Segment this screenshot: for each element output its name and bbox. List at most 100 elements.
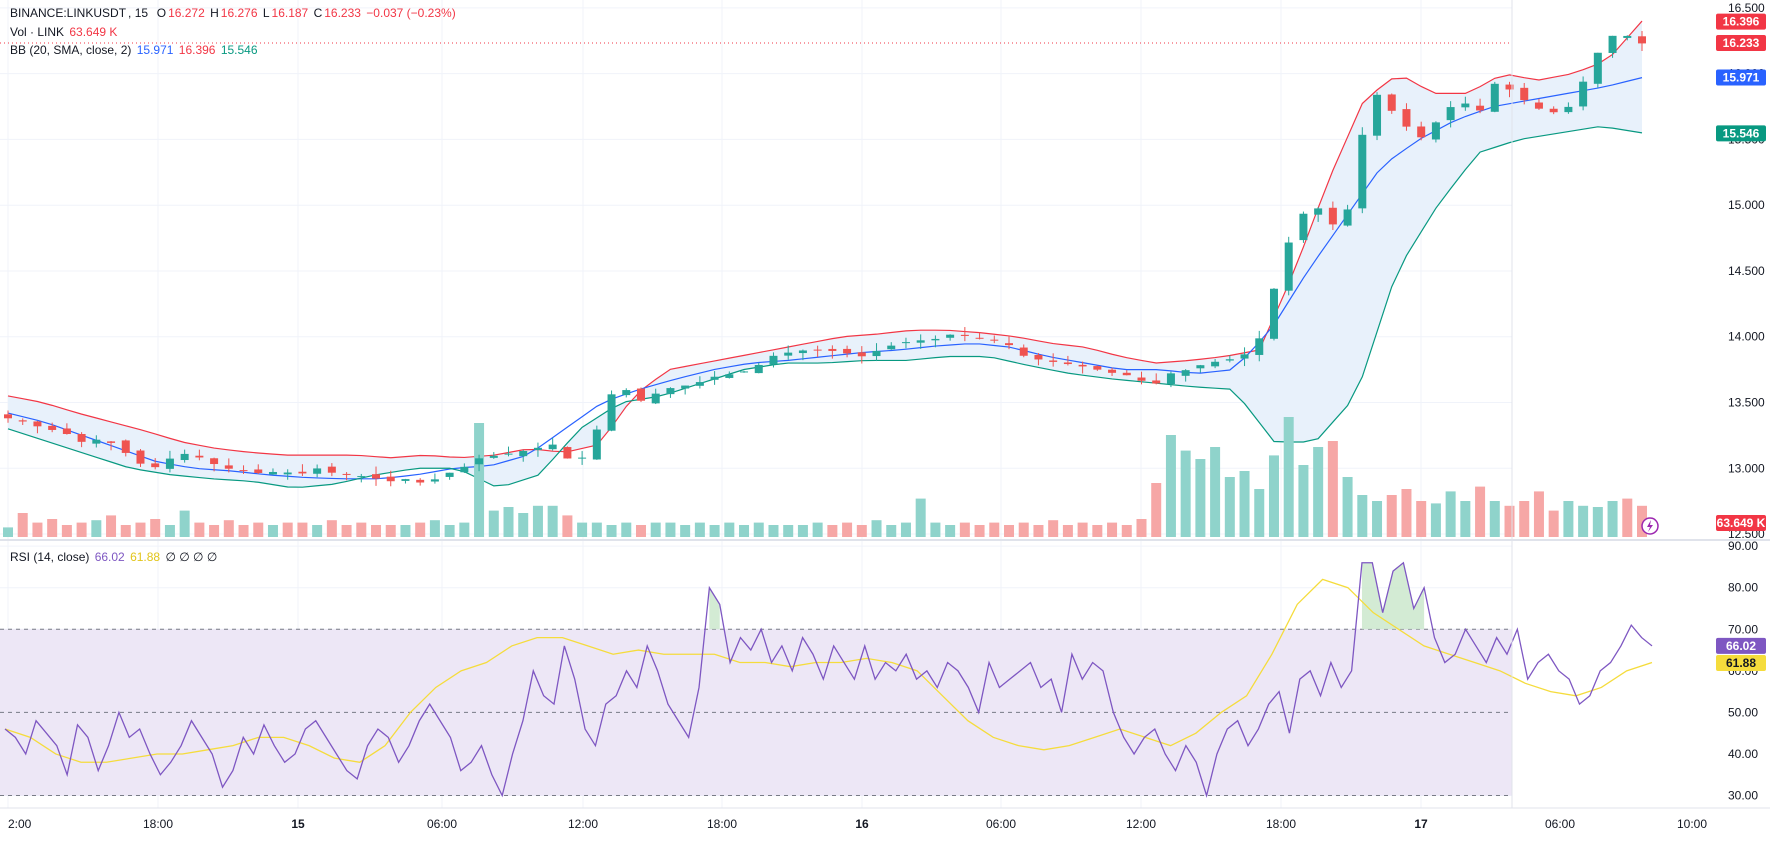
candle-body[interactable] (1417, 126, 1426, 138)
candle-body[interactable] (1225, 359, 1234, 361)
candle-body[interactable] (1358, 134, 1367, 209)
candle-body[interactable] (901, 342, 910, 344)
candle-body[interactable] (887, 345, 896, 350)
candle-body[interactable] (1314, 208, 1323, 215)
candle-body[interactable] (533, 447, 542, 450)
candle-body[interactable] (1284, 242, 1293, 291)
candle-body[interactable] (386, 476, 395, 482)
candle-body[interactable] (416, 479, 425, 483)
candle-body[interactable] (769, 355, 778, 365)
candle-body[interactable] (843, 348, 852, 354)
candle-body[interactable] (622, 390, 631, 396)
candle-body[interactable] (1446, 107, 1455, 121)
rsi-line[interactable] (4, 561, 1653, 798)
candle-body[interactable] (1343, 209, 1352, 226)
candle-body[interactable] (107, 441, 116, 443)
candle-body[interactable] (1269, 288, 1278, 339)
candle-body[interactable] (1579, 81, 1588, 107)
bb-lower-line[interactable] (7, 126, 1643, 488)
candle-body[interactable] (342, 473, 351, 475)
candle-body[interactable] (916, 340, 925, 343)
candle-body[interactable] (327, 466, 336, 473)
candle-body[interactable] (224, 465, 233, 469)
candle-body[interactable] (754, 365, 763, 374)
candle-body[interactable] (372, 474, 381, 479)
candle-body[interactable] (489, 455, 498, 458)
candle-body[interactable] (636, 388, 645, 401)
candle-body[interactable] (92, 439, 101, 444)
candle-body[interactable] (1137, 377, 1146, 381)
candle-body[interactable] (1373, 94, 1382, 136)
candle-body[interactable] (136, 450, 145, 464)
candle-body[interactable] (180, 453, 189, 461)
candle-body[interactable] (1461, 103, 1470, 108)
candle-body[interactable] (33, 421, 42, 427)
candle-body[interactable] (401, 479, 410, 481)
candle-body[interactable] (1490, 83, 1499, 112)
candle-body[interactable] (475, 458, 484, 465)
candle-body[interactable] (1638, 36, 1646, 44)
candle-body[interactable] (1549, 108, 1558, 113)
candle-body[interactable] (195, 455, 204, 458)
candle-body[interactable] (1049, 360, 1058, 362)
candle-body[interactable] (1476, 105, 1485, 111)
candle-body[interactable] (1063, 362, 1072, 365)
candle-body[interactable] (666, 388, 675, 395)
candle-body[interactable] (563, 447, 572, 459)
candle-body[interactable] (1093, 366, 1102, 370)
interval-label[interactable]: 15 (134, 6, 149, 20)
candle-body[interactable] (48, 425, 57, 430)
candle-body[interactable] (1166, 373, 1175, 385)
candle-body[interactable] (445, 472, 454, 477)
candle-body[interactable] (239, 470, 248, 472)
candle-body[interactable] (592, 429, 601, 460)
candle-body[interactable] (1152, 380, 1161, 384)
candle-body[interactable] (1122, 372, 1131, 376)
candle-body[interactable] (960, 334, 969, 336)
candle-body[interactable] (1181, 370, 1190, 376)
candle-body[interactable] (813, 349, 822, 351)
candle-body[interactable] (931, 338, 940, 341)
candle-body[interactable] (77, 434, 86, 442)
candle-body[interactable] (62, 428, 71, 435)
candle-body[interactable] (681, 385, 690, 389)
candle-body[interactable] (1211, 361, 1220, 367)
candle-body[interactable] (740, 371, 749, 373)
candle-body[interactable] (1196, 365, 1205, 369)
bb-legend[interactable]: BB (20, SMA, close, 2) 15.971 16.396 15.… (10, 43, 260, 57)
candle-body[interactable] (578, 457, 587, 459)
candle-body[interactable] (798, 350, 807, 354)
candle-body[interactable] (946, 334, 955, 338)
candle-body[interactable] (548, 444, 557, 450)
candle-body[interactable] (725, 374, 734, 378)
candle-body[interactable] (165, 458, 174, 469)
candle-body[interactable] (857, 352, 866, 357)
candle-body[interactable] (18, 420, 27, 422)
candle-body[interactable] (430, 479, 439, 482)
volume-legend[interactable]: Vol · LINK 63.649 K (10, 25, 119, 39)
candle-body[interactable] (710, 376, 719, 380)
candle-body[interactable] (607, 394, 616, 431)
candle-body[interactable] (1608, 35, 1617, 53)
candle-body[interactable] (1505, 84, 1514, 90)
candle-body[interactable] (1520, 87, 1529, 101)
bb-upper-line[interactable] (7, 20, 1643, 459)
candle-body[interactable] (990, 339, 999, 341)
candle-body[interactable] (1623, 35, 1632, 38)
candle-body[interactable] (1299, 213, 1308, 241)
candle-body[interactable] (268, 471, 277, 475)
candle-body[interactable] (254, 469, 263, 473)
candle-body[interactable] (4, 414, 12, 419)
candle-body[interactable] (1019, 347, 1028, 356)
candle-body[interactable] (283, 472, 292, 475)
candle-body[interactable] (460, 466, 469, 473)
candle-body[interactable] (1034, 354, 1043, 360)
candle-body[interactable] (784, 352, 793, 356)
candle-body[interactable] (975, 337, 984, 339)
candle-body[interactable] (151, 463, 160, 468)
candle-body[interactable] (872, 350, 881, 357)
candle-body[interactable] (1431, 122, 1440, 140)
bb-basis-line[interactable] (7, 77, 1643, 480)
candle-body[interactable] (313, 468, 322, 474)
